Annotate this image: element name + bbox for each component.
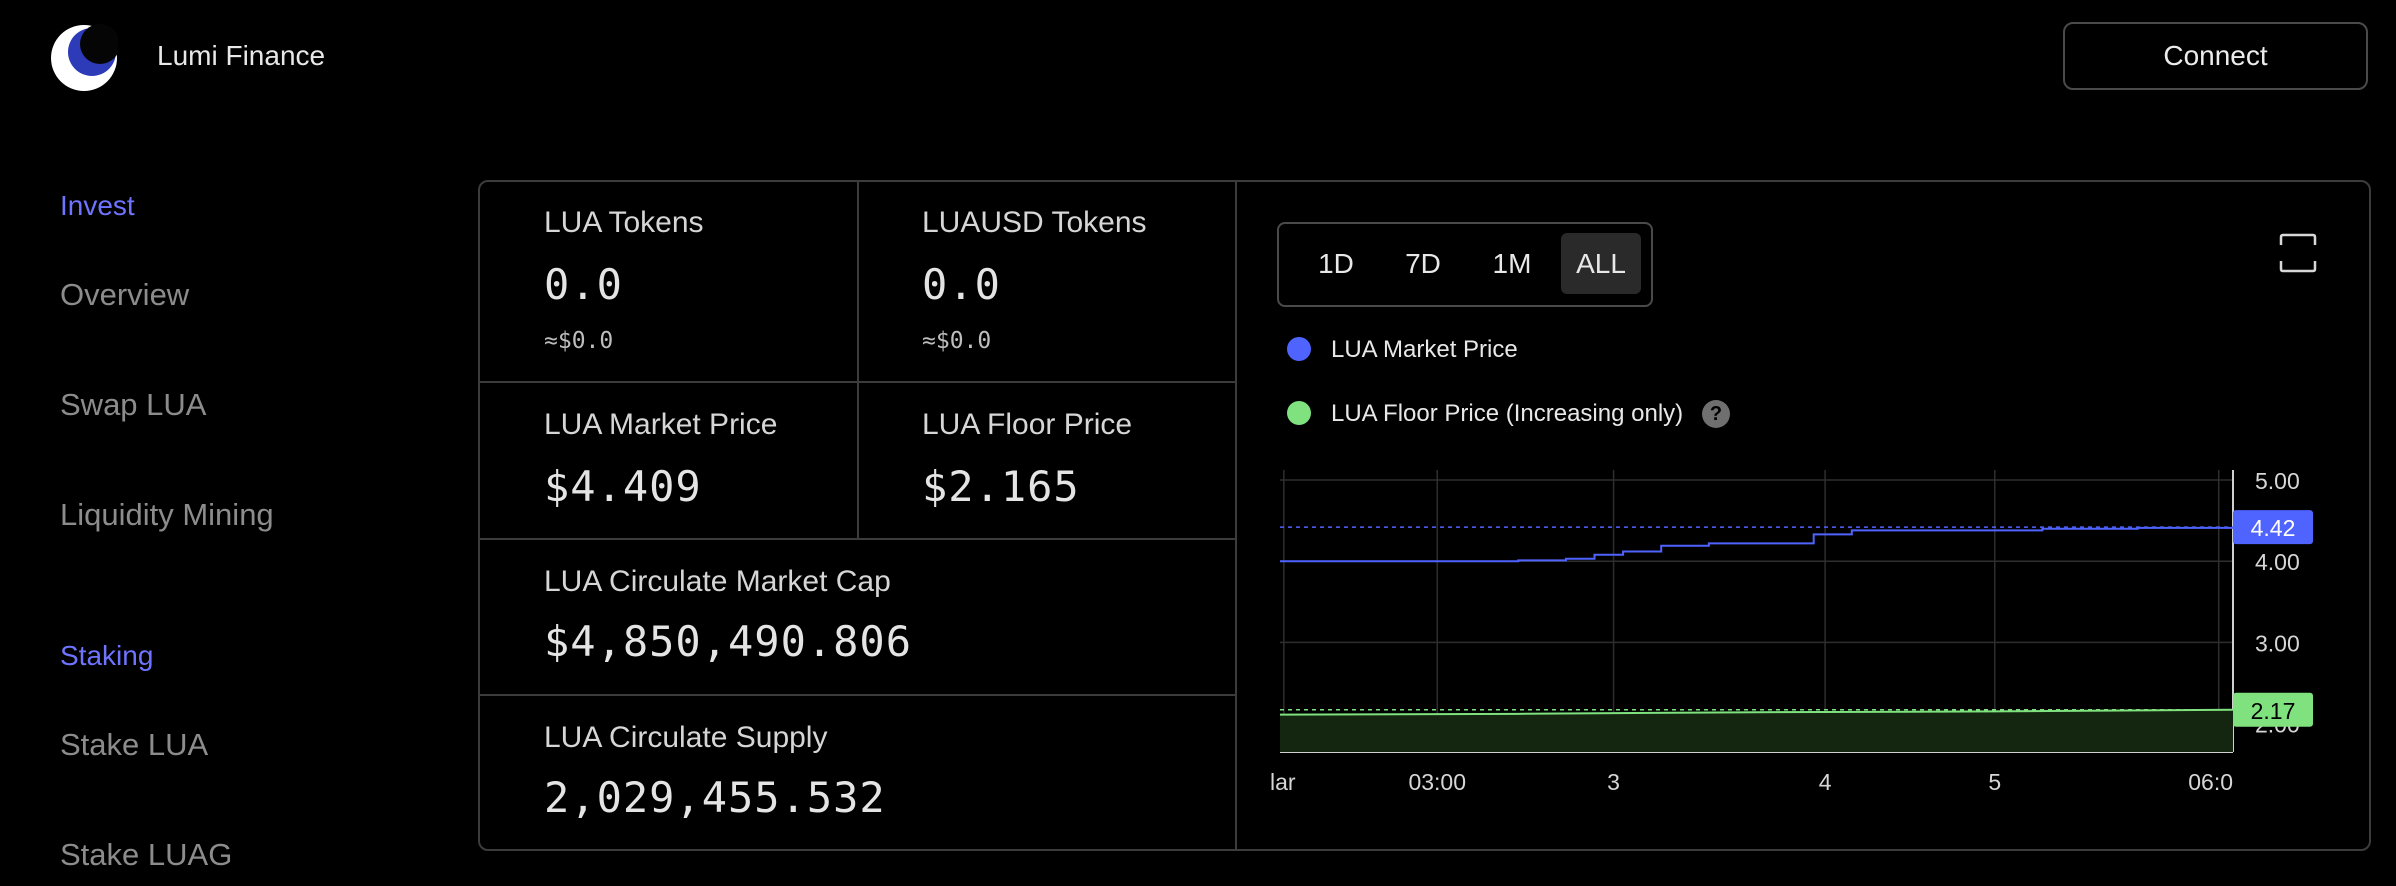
supply-value: 2,029,455.532 xyxy=(544,773,886,822)
range-1m-button[interactable]: 1M xyxy=(1492,247,1532,279)
y-tick-label: 4.00 xyxy=(2255,549,2300,575)
lumi-logo-icon xyxy=(50,24,120,92)
supply-label: LUA Circulate Supply xyxy=(544,721,828,754)
market-price-line xyxy=(1280,526,2234,563)
floor-price-area xyxy=(1280,709,2233,752)
floor-price-legend-dot xyxy=(1287,401,1311,425)
divider xyxy=(478,381,1237,383)
market-price-value: $4.409 xyxy=(544,462,702,511)
x-tick-label: 4 xyxy=(1819,769,1832,795)
y-tick-label: 5.00 xyxy=(2255,470,2300,494)
floor-price-value: $2.165 xyxy=(922,462,1080,511)
connect-button[interactable]: Connect xyxy=(2063,22,2368,90)
x-tick-label: lar xyxy=(1270,769,1296,795)
last-value-badge xyxy=(2233,510,2313,545)
help-icon[interactable]: ? xyxy=(1702,400,1730,428)
last-value-label: 4.42 xyxy=(2251,515,2296,541)
divider xyxy=(857,180,859,540)
sidebar-item-overview[interactable]: Overview xyxy=(60,277,190,312)
luausd-tokens-value: 0.0 xyxy=(922,260,1001,309)
y-tick-label: 3.00 xyxy=(2255,630,2300,656)
luausd-tokens-usd: ≈$0.0 xyxy=(922,328,992,354)
luausd-tokens-label: LUAUSD Tokens xyxy=(922,206,1147,239)
divider xyxy=(1235,180,1237,851)
brand-name: Lumi Finance xyxy=(157,40,326,71)
floor-price-legend: LUA Floor Price (Increasing only) xyxy=(1331,400,1684,427)
floor-price-label: LUA Floor Price xyxy=(922,408,1133,441)
range-all-button[interactable]: ALL xyxy=(1561,233,1641,294)
market-price-legend: LUA Market Price xyxy=(1331,336,1518,363)
market-cap-label: LUA Circulate Market Cap xyxy=(544,565,891,598)
sidebar-section-staking: Staking xyxy=(60,640,154,671)
lua-tokens-usd: ≈$0.0 xyxy=(544,328,614,354)
x-tick-label: 3 xyxy=(1607,769,1620,795)
x-tick-label: 03:00 xyxy=(1408,769,1466,795)
sidebar-section-invest: Invest xyxy=(60,190,135,221)
divider xyxy=(478,538,1237,540)
x-tick-label: 5 xyxy=(1988,769,2001,795)
sidebar-item-liquidity-mining[interactable]: Liquidity Mining xyxy=(60,497,274,532)
sidebar-item-stake-lua[interactable]: Stake LUA xyxy=(60,727,209,762)
fullscreen-icon[interactable] xyxy=(2279,233,2317,273)
sidebar-item-stake-luag[interactable]: Stake LUAG xyxy=(60,837,233,872)
divider xyxy=(478,694,1237,696)
market-price-legend-dot xyxy=(1287,337,1311,361)
x-tick-label: 06:0 xyxy=(2188,769,2233,795)
floor-price-line xyxy=(1279,708,2234,716)
lua-tokens-value: 0.0 xyxy=(544,260,623,309)
sidebar-item-swap-lua[interactable]: Swap LUA xyxy=(60,387,207,422)
last-value-label: 2.17 xyxy=(2251,698,2296,724)
stats-panel xyxy=(478,180,2371,851)
range-7d-button[interactable]: 7D xyxy=(1405,247,1441,279)
market-cap-value: $4,850,490.806 xyxy=(544,617,913,666)
lua-tokens-label: LUA Tokens xyxy=(544,206,704,239)
last-value-badge xyxy=(2233,692,2313,727)
range-1d-button[interactable]: 1D xyxy=(1318,247,1354,279)
market-price-label: LUA Market Price xyxy=(544,408,778,441)
time-range-selector xyxy=(1277,222,1653,307)
